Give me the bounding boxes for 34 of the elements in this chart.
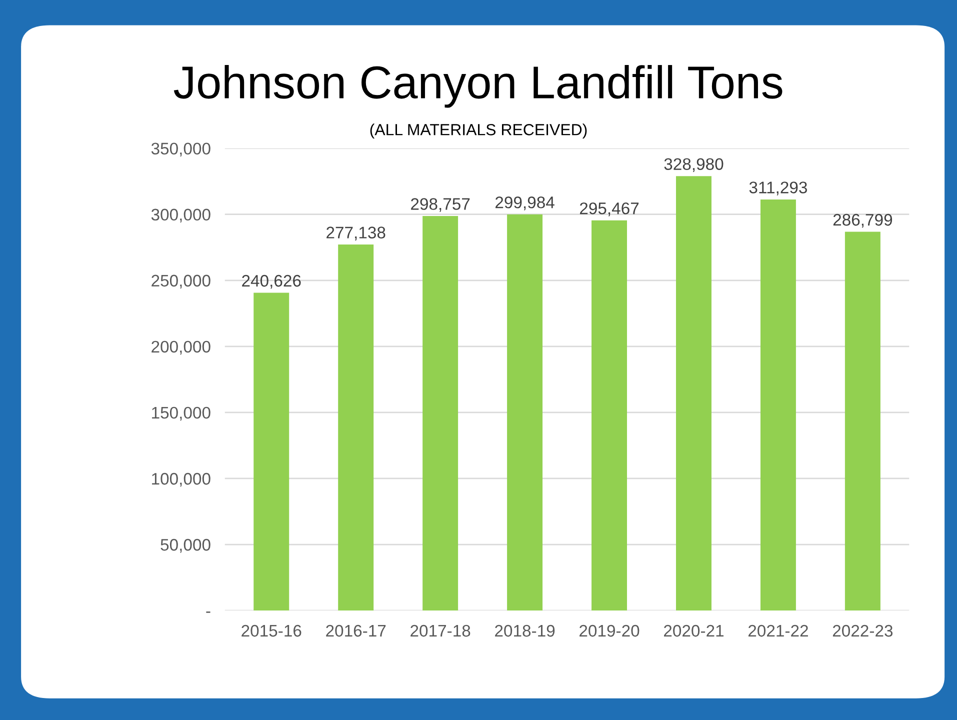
x-tick-label: 2016-17	[326, 624, 386, 637]
y-tick-label: -	[206, 612, 210, 613]
data-label: 240,626	[242, 274, 301, 289]
y-tick-label: 200,000	[152, 340, 210, 355]
y-tick-label: 350,000	[151, 142, 210, 156]
bar	[507, 214, 543, 611]
y-tick-label: 250,000	[152, 274, 210, 289]
x-tick-label: 2021-22	[748, 624, 808, 637]
bar	[254, 292, 290, 611]
data-label: 277,138	[326, 226, 386, 240]
bar	[592, 220, 627, 611]
data-label: 299,984	[496, 196, 554, 210]
chart-subtitle: (ALL MATERIALS RECEIVED)	[370, 124, 587, 138]
data-label: 295,467	[580, 202, 639, 216]
x-tick-label: 2019-20	[580, 624, 640, 637]
bar	[844, 232, 880, 611]
x-tick-label: 2017-18	[410, 624, 470, 637]
bar	[338, 244, 374, 611]
x-tick-label: 2015-16	[242, 624, 302, 637]
x-tick-label: 2020-21	[664, 624, 724, 637]
data-label: 298,757	[411, 198, 470, 212]
bar	[422, 216, 458, 611]
data-label: 328,980	[664, 158, 724, 172]
bar	[760, 199, 796, 611]
y-tick-label: 300,000	[151, 208, 210, 223]
data-label: 311,293	[749, 182, 807, 196]
y-tick-label: 100,000	[152, 472, 210, 487]
y-tick-label: 50,000	[160, 538, 210, 553]
bar	[676, 176, 712, 611]
x-tick-label: 2022-23	[832, 624, 893, 637]
data-label: 286,799	[833, 214, 892, 228]
chart-title: Johnson Canyon Landfill Tons	[174, 65, 782, 108]
x-tick-label: 2018-19	[495, 624, 555, 637]
y-tick-label: 150,000	[152, 406, 210, 421]
